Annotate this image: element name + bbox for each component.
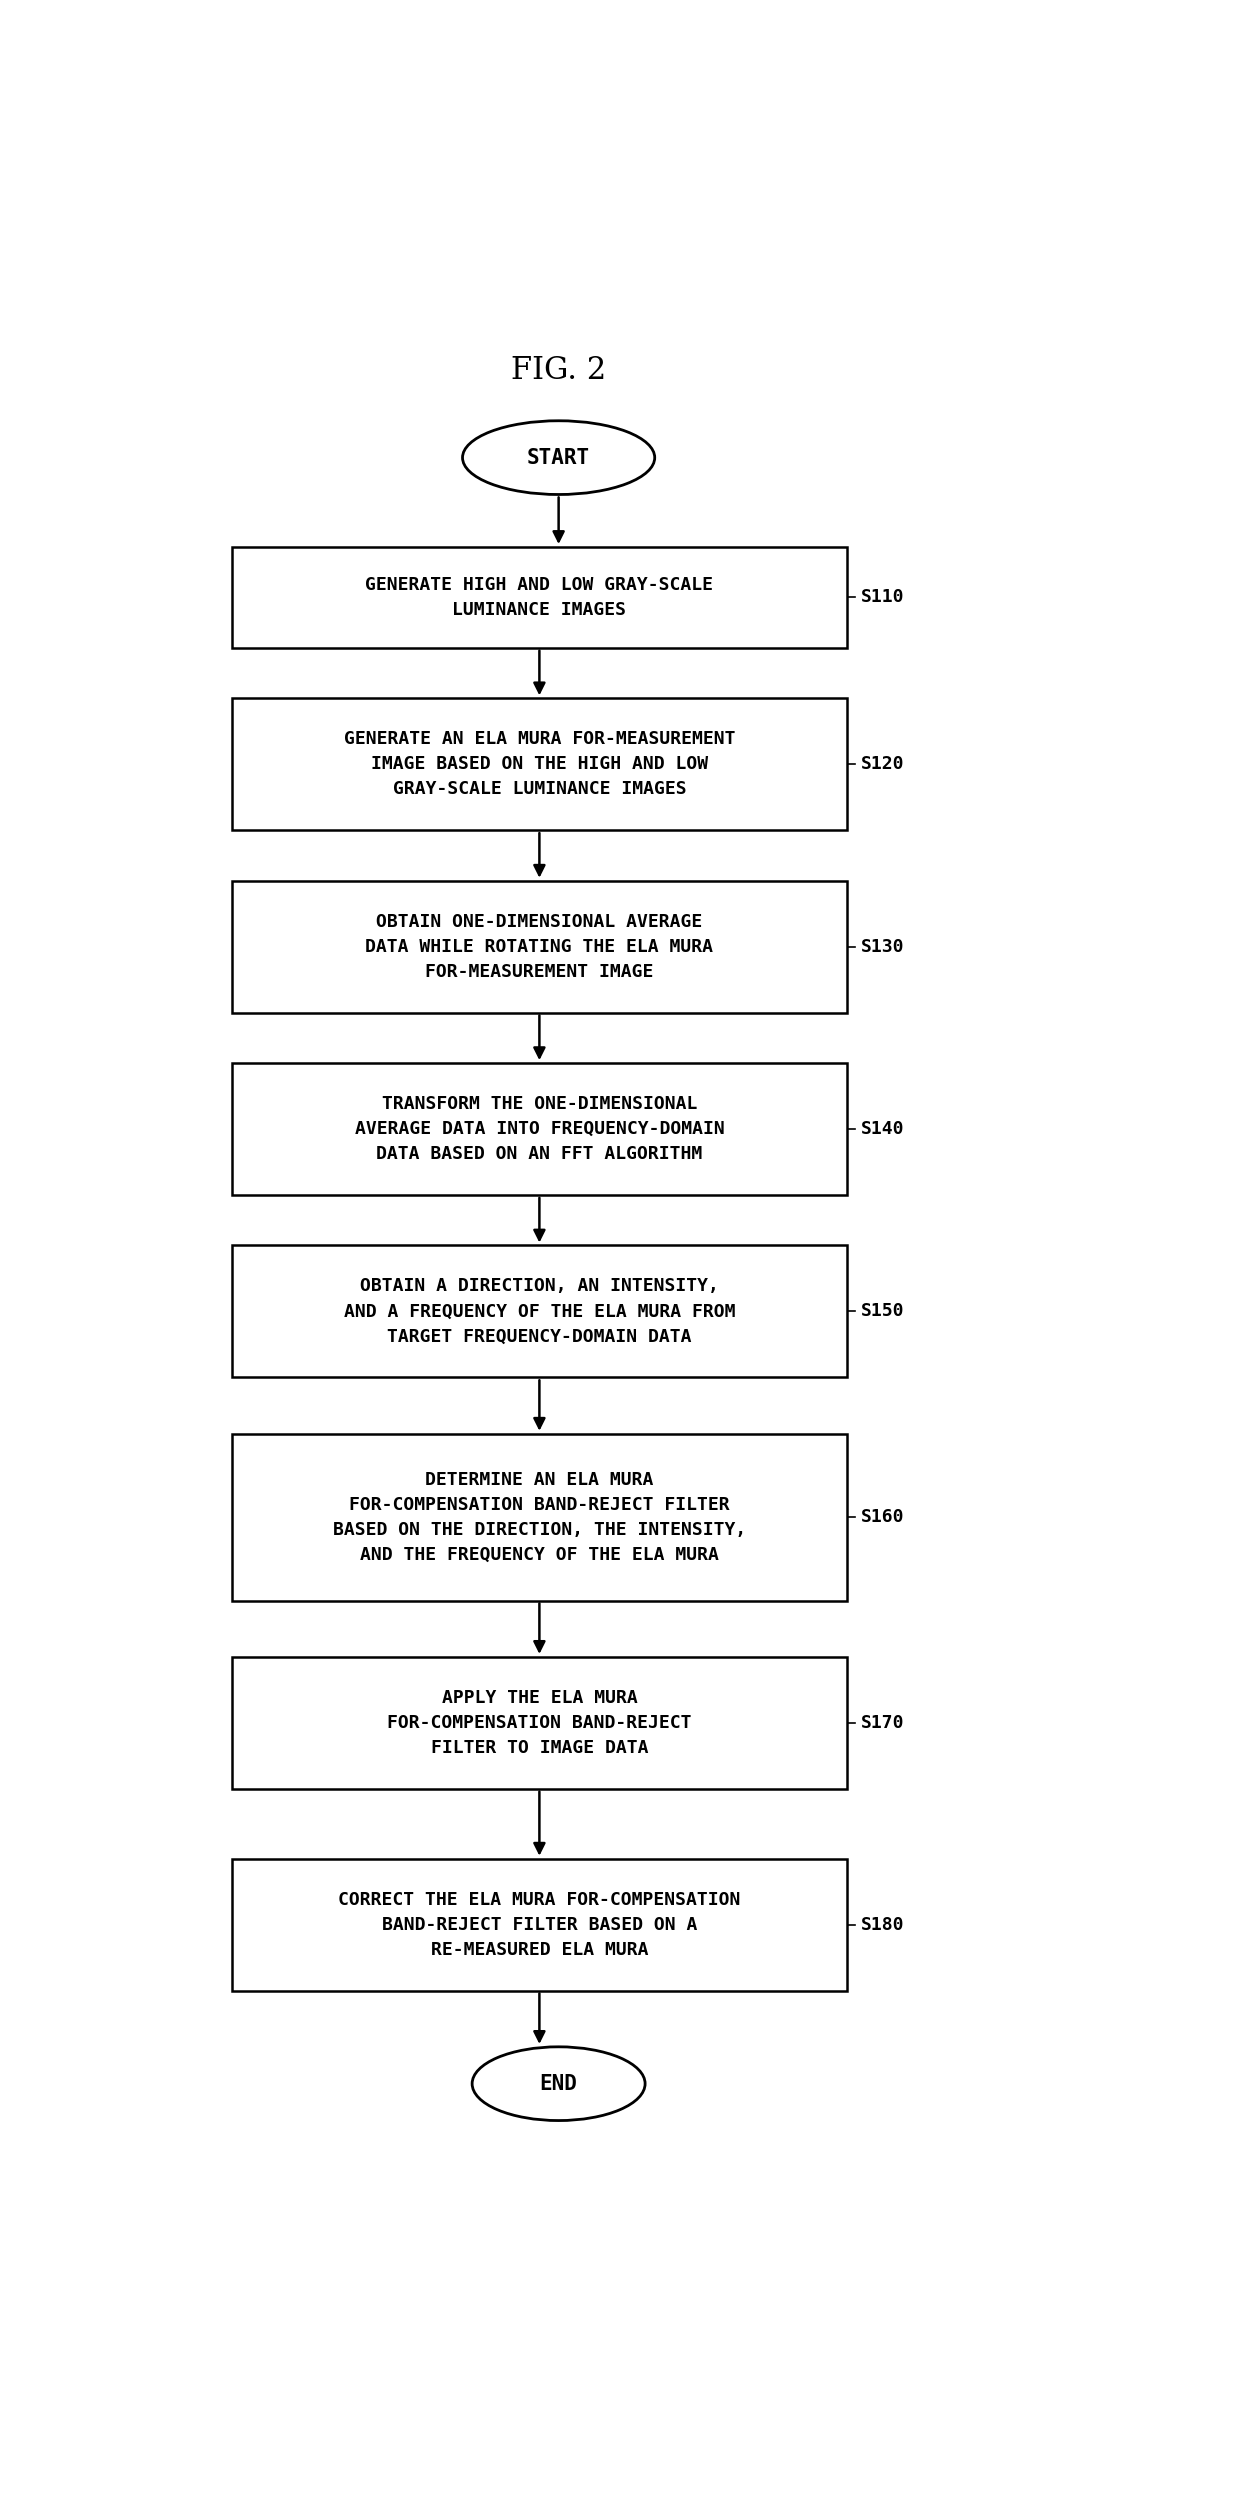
FancyBboxPatch shape <box>232 1860 847 1991</box>
Text: OBTAIN A DIRECTION, AN INTENSITY,
AND A FREQUENCY OF THE ELA MURA FROM
TARGET FR: OBTAIN A DIRECTION, AN INTENSITY, AND A … <box>343 1278 735 1346</box>
Text: OBTAIN ONE-DIMENSIONAL AVERAGE
DATA WHILE ROTATING THE ELA MURA
FOR-MEASUREMENT : OBTAIN ONE-DIMENSIONAL AVERAGE DATA WHIL… <box>366 912 713 980</box>
Text: S160: S160 <box>862 1507 905 1527</box>
Ellipse shape <box>472 2046 645 2119</box>
Text: GENERATE AN ELA MURA FOR-MEASUREMENT
IMAGE BASED ON THE HIGH AND LOW
GRAY-SCALE : GENERATE AN ELA MURA FOR-MEASUREMENT IMA… <box>343 731 735 799</box>
FancyBboxPatch shape <box>232 1063 847 1194</box>
Text: END: END <box>539 2074 578 2094</box>
Text: S180: S180 <box>862 1915 905 1933</box>
Text: S170: S170 <box>862 1714 905 1731</box>
Text: S130: S130 <box>862 937 905 955</box>
FancyBboxPatch shape <box>232 1656 847 1789</box>
FancyBboxPatch shape <box>232 1245 847 1378</box>
FancyBboxPatch shape <box>232 698 847 829</box>
Text: START: START <box>527 449 590 469</box>
Text: GENERATE HIGH AND LOW GRAY-SCALE
LUMINANCE IMAGES: GENERATE HIGH AND LOW GRAY-SCALE LUMINAN… <box>366 577 713 620</box>
Text: S140: S140 <box>862 1119 905 1139</box>
Text: TRANSFORM THE ONE-DIMENSIONAL
AVERAGE DATA INTO FREQUENCY-DOMAIN
DATA BASED ON A: TRANSFORM THE ONE-DIMENSIONAL AVERAGE DA… <box>355 1096 724 1164</box>
Text: S150: S150 <box>862 1303 905 1320</box>
Text: FIG. 2: FIG. 2 <box>511 355 606 386</box>
Text: S120: S120 <box>862 756 905 774</box>
Text: S110: S110 <box>862 587 905 607</box>
FancyBboxPatch shape <box>232 1434 847 1600</box>
Text: CORRECT THE ELA MURA FOR-COMPENSATION
BAND-REJECT FILTER BASED ON A
RE-MEASURED : CORRECT THE ELA MURA FOR-COMPENSATION BA… <box>339 1890 740 1958</box>
Ellipse shape <box>463 421 655 494</box>
FancyBboxPatch shape <box>232 879 847 1013</box>
Text: APPLY THE ELA MURA
FOR-COMPENSATION BAND-REJECT
FILTER TO IMAGE DATA: APPLY THE ELA MURA FOR-COMPENSATION BAND… <box>387 1688 692 1756</box>
Text: DETERMINE AN ELA MURA
FOR-COMPENSATION BAND-REJECT FILTER
BASED ON THE DIRECTION: DETERMINE AN ELA MURA FOR-COMPENSATION B… <box>332 1472 746 1562</box>
FancyBboxPatch shape <box>232 547 847 648</box>
